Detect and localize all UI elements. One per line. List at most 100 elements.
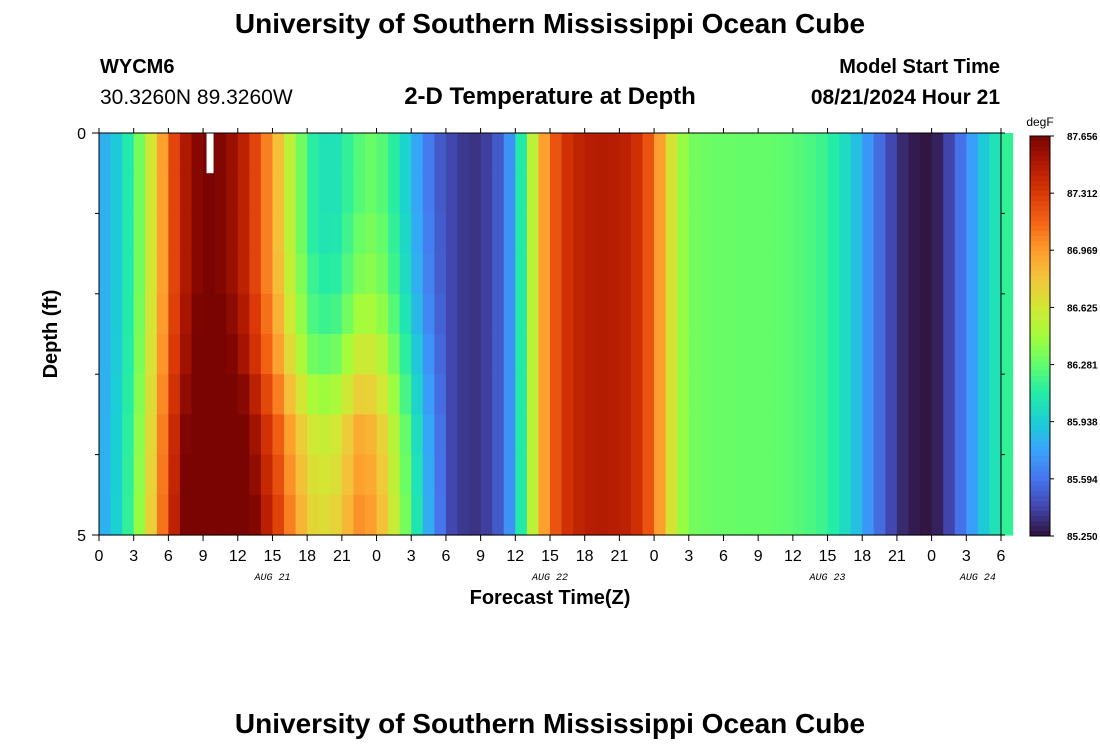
heatmap-cell bbox=[399, 253, 412, 295]
x-axis-label: Forecast Time(Z) bbox=[470, 587, 631, 609]
heatmap-cell bbox=[804, 494, 817, 536]
colorbar-segment bbox=[1030, 191, 1050, 197]
heatmap-cell bbox=[827, 253, 840, 295]
heatmap-cell bbox=[295, 334, 308, 375]
heatmap-cell bbox=[503, 213, 516, 255]
heatmap-cell bbox=[700, 414, 713, 456]
heatmap-cell bbox=[665, 133, 678, 174]
heatmap-cell bbox=[214, 494, 227, 536]
heatmap-cell bbox=[873, 253, 886, 295]
colorbar-segment bbox=[1030, 171, 1050, 177]
heatmap-cell bbox=[515, 253, 528, 295]
heatmap-cell bbox=[781, 494, 794, 536]
heatmap-cell bbox=[896, 293, 910, 335]
x-tick-label: 0 bbox=[372, 548, 381, 565]
heatmap-cell bbox=[538, 173, 551, 214]
colorbar-segment bbox=[1030, 406, 1050, 412]
heatmap-cell bbox=[584, 253, 597, 295]
heatmap-cell bbox=[792, 454, 806, 496]
heatmap-cell bbox=[237, 454, 250, 496]
heatmap-cell bbox=[353, 253, 366, 295]
heatmap-cell bbox=[769, 414, 782, 456]
colorbar-segment bbox=[1030, 346, 1050, 352]
heatmap-cell bbox=[260, 374, 274, 415]
heatmap-cell bbox=[469, 494, 482, 536]
heatmap-cell bbox=[723, 293, 736, 335]
heatmap-cell bbox=[746, 293, 759, 335]
heatmap-cell bbox=[145, 494, 158, 536]
heatmap-cell bbox=[353, 414, 366, 456]
heatmap-cell bbox=[977, 293, 991, 335]
heatmap-cell bbox=[665, 253, 678, 295]
heatmap-cell bbox=[908, 213, 921, 255]
heatmap-cell bbox=[156, 173, 169, 214]
heatmap-cell bbox=[677, 454, 690, 496]
heatmap-cell bbox=[677, 293, 690, 335]
heatmap-cell bbox=[977, 133, 991, 174]
heatmap-cell bbox=[295, 494, 308, 536]
heatmap-cell bbox=[966, 253, 979, 295]
heatmap-cell bbox=[341, 133, 355, 174]
heatmap-cell bbox=[434, 293, 447, 335]
heatmap-cell bbox=[723, 213, 736, 255]
heatmap-cell bbox=[873, 374, 886, 415]
heatmap-cell bbox=[850, 133, 863, 174]
heatmap-cell bbox=[966, 334, 979, 375]
heatmap-cell bbox=[249, 374, 262, 415]
heatmap-cell bbox=[746, 494, 759, 536]
heatmap-cell bbox=[862, 293, 875, 335]
heatmap-cell bbox=[179, 334, 193, 375]
heatmap-cell bbox=[711, 213, 725, 255]
heatmap-cell bbox=[769, 454, 782, 496]
heatmap-cell bbox=[341, 494, 355, 536]
heatmap-cell bbox=[908, 173, 921, 214]
colorbar-segment bbox=[1030, 316, 1050, 322]
heatmap-cell bbox=[688, 133, 701, 174]
heatmap-cell bbox=[214, 374, 227, 415]
heatmap-cell bbox=[226, 173, 239, 214]
heatmap-cell bbox=[746, 374, 759, 415]
heatmap-cell bbox=[630, 414, 644, 456]
heatmap-cell bbox=[758, 213, 771, 255]
heatmap-cell bbox=[388, 173, 401, 214]
colorbar-segment bbox=[1030, 416, 1050, 422]
colorbar-segment bbox=[1030, 501, 1050, 507]
heatmap-cell bbox=[330, 494, 343, 536]
heatmap-cell bbox=[827, 374, 840, 415]
heatmap-cell bbox=[133, 133, 146, 174]
heatmap-cell bbox=[411, 173, 424, 214]
heatmap-cell bbox=[885, 173, 898, 214]
x-tick-label: 21 bbox=[610, 548, 628, 565]
heatmap-cell bbox=[989, 334, 1002, 375]
heatmap-cell bbox=[434, 374, 447, 415]
heatmap-cell bbox=[769, 494, 782, 536]
heatmap-cell bbox=[133, 213, 146, 255]
x-tick-label: 15 bbox=[264, 548, 282, 565]
heatmap-cell bbox=[110, 213, 123, 255]
heatmap-cell bbox=[226, 293, 239, 335]
heatmap-cell bbox=[341, 454, 355, 496]
colorbar-segment bbox=[1030, 531, 1050, 537]
heatmap-cell bbox=[607, 133, 620, 174]
colorbar-segment bbox=[1030, 471, 1050, 477]
heatmap-cell bbox=[735, 374, 748, 415]
heatmap-cell bbox=[677, 173, 690, 214]
heatmap-cell bbox=[249, 173, 262, 214]
heatmap-cell bbox=[179, 494, 193, 536]
heatmap-cell bbox=[758, 414, 771, 456]
heatmap-cell bbox=[122, 173, 135, 214]
heatmap-cell bbox=[122, 133, 135, 174]
heatmap-cell bbox=[815, 173, 829, 214]
heatmap-cell bbox=[272, 293, 285, 335]
heatmap-cell bbox=[318, 213, 331, 255]
heatmap-cell bbox=[746, 133, 759, 174]
heatmap-cell bbox=[284, 133, 297, 174]
heatmap-cell bbox=[850, 293, 863, 335]
heatmap-cell bbox=[330, 454, 343, 496]
heatmap-cell bbox=[457, 494, 470, 536]
heatmap-cell bbox=[665, 213, 678, 255]
heatmap-cell bbox=[665, 374, 678, 415]
heatmap-cell bbox=[630, 213, 644, 255]
heatmap-cell bbox=[237, 173, 250, 214]
heatmap-cell bbox=[885, 253, 898, 295]
